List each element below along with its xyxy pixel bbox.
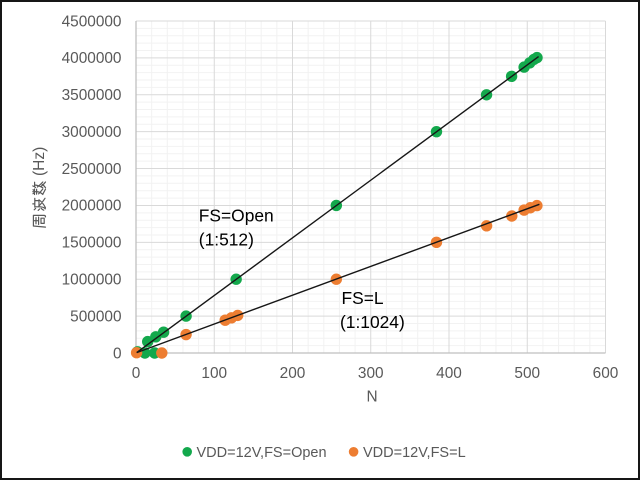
svg-text:(Hz): (Hz)	[31, 147, 48, 176]
svg-text:500000: 500000	[70, 308, 121, 325]
svg-text:4500000: 4500000	[62, 13, 122, 30]
svg-text:4000000: 4000000	[62, 50, 122, 67]
svg-text:1000000: 1000000	[62, 272, 122, 289]
svg-text:2500000: 2500000	[62, 161, 122, 178]
svg-text:VDD=12V,FS=Open: VDD=12V,FS=Open	[197, 445, 327, 461]
svg-text:(1:512): (1:512)	[199, 230, 254, 250]
svg-text:100: 100	[201, 365, 227, 382]
svg-text:0: 0	[132, 365, 141, 382]
svg-text:500: 500	[514, 365, 540, 382]
svg-text:VDD=12V,FS=L: VDD=12V,FS=L	[363, 445, 466, 461]
svg-text:600: 600	[593, 365, 619, 382]
svg-text:200: 200	[280, 365, 306, 382]
svg-text:FS=Open: FS=Open	[199, 206, 274, 226]
svg-text:3500000: 3500000	[62, 87, 122, 104]
svg-text:0: 0	[113, 345, 122, 362]
svg-text:N: N	[366, 389, 377, 406]
svg-text:2000000: 2000000	[62, 198, 122, 215]
svg-text:400: 400	[436, 365, 462, 382]
svg-text:300: 300	[358, 365, 384, 382]
svg-text:FS=L: FS=L	[342, 288, 384, 308]
svg-text:3000000: 3000000	[62, 124, 122, 141]
svg-text:1500000: 1500000	[62, 235, 122, 252]
svg-text:(1:1024): (1:1024)	[340, 312, 405, 332]
